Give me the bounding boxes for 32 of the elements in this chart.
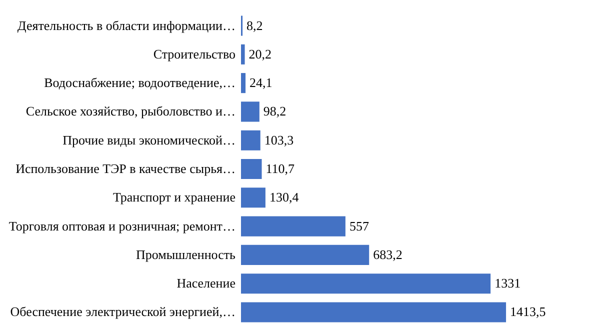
y-tick-label: Прочие виды экономической… [62, 132, 236, 148]
y-tick-label: Транспорт и хранение [112, 190, 236, 205]
y-tick-label: Торговля оптовая и розничная; ремонт… [8, 218, 236, 234]
bar [241, 244, 370, 265]
data-label: 103,3 [264, 132, 294, 148]
y-tick-label: Население [176, 276, 236, 291]
y-tick-label: Обеспечение электрической энергией,… [10, 304, 236, 320]
data-label: 130,4 [269, 190, 300, 205]
bar [241, 216, 346, 236]
y-tick-label: Использование ТЭР в качестве сырья… [16, 161, 236, 176]
bar [241, 158, 262, 180]
bar [241, 102, 260, 122]
y-tick-label: Водоснабжение; водоотведение,… [44, 75, 236, 90]
y-tick-label: Промышленность [136, 246, 236, 262]
data-label: 1331 [494, 276, 521, 291]
data-label: 110,7 [266, 161, 296, 176]
data-label: 1413,5 [510, 304, 546, 320]
bar [241, 130, 260, 150]
bar [241, 302, 506, 322]
bar [241, 73, 246, 94]
data-label: 557 [349, 218, 370, 234]
y-tick-label: Деятельность в области информации… [17, 18, 236, 33]
data-label: 20,2 [248, 46, 272, 62]
data-label: 683,2 [373, 246, 402, 262]
data-label: 98,2 [263, 104, 286, 119]
bar [241, 44, 245, 64]
y-tick-label: Строительство [153, 46, 236, 62]
bar [241, 274, 491, 294]
bar [241, 188, 266, 208]
data-label: 8,2 [246, 18, 263, 33]
data-label: 24,1 [250, 75, 272, 90]
y-tick-label: Сельское хозяйство, рыболовство и… [26, 104, 236, 119]
